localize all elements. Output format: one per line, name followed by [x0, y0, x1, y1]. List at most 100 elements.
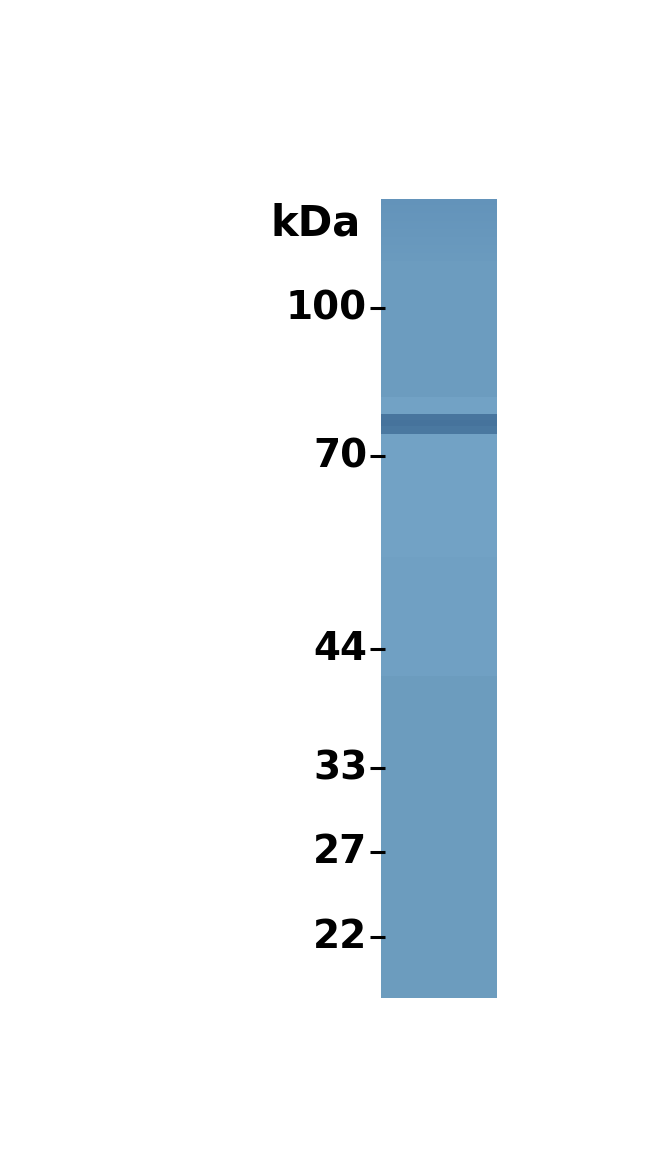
- Bar: [381, 940, 497, 942]
- Bar: [381, 533, 497, 534]
- Bar: [381, 794, 497, 796]
- Bar: [381, 844, 497, 846]
- Bar: [381, 756, 497, 758]
- Bar: [381, 421, 497, 423]
- Bar: [381, 553, 497, 555]
- Bar: [381, 575, 497, 577]
- Bar: [381, 313, 497, 316]
- Bar: [381, 832, 497, 833]
- Bar: [381, 934, 497, 936]
- Bar: [381, 461, 497, 462]
- Bar: [381, 476, 497, 479]
- Bar: [381, 311, 497, 313]
- Bar: [381, 824, 497, 827]
- Bar: [381, 221, 497, 223]
- Bar: [381, 509, 497, 511]
- Bar: [381, 407, 497, 409]
- Bar: [381, 846, 497, 849]
- Bar: [381, 564, 497, 566]
- Bar: [381, 736, 497, 739]
- Bar: [381, 882, 497, 884]
- Bar: [381, 712, 497, 714]
- Bar: [381, 899, 497, 902]
- Bar: [381, 654, 497, 657]
- Bar: [381, 420, 497, 427]
- Bar: [381, 549, 497, 550]
- Bar: [381, 608, 497, 610]
- Bar: [381, 225, 497, 228]
- Bar: [381, 780, 497, 783]
- Bar: [381, 690, 497, 692]
- Bar: [381, 531, 497, 533]
- Bar: [381, 583, 497, 585]
- Bar: [381, 294, 497, 295]
- Bar: [381, 990, 497, 992]
- Bar: [381, 758, 497, 761]
- Bar: [381, 706, 497, 709]
- Bar: [381, 371, 497, 373]
- Bar: [381, 215, 497, 217]
- Bar: [381, 213, 497, 215]
- Bar: [381, 253, 497, 255]
- Bar: [381, 440, 497, 443]
- Bar: [381, 454, 497, 457]
- Bar: [381, 451, 497, 453]
- Text: 22: 22: [313, 918, 367, 956]
- Bar: [381, 668, 497, 670]
- Bar: [381, 577, 497, 578]
- Bar: [381, 391, 497, 393]
- Bar: [381, 242, 497, 243]
- Bar: [381, 247, 497, 250]
- Bar: [381, 910, 497, 912]
- Bar: [381, 445, 497, 446]
- Bar: [381, 525, 497, 527]
- Bar: [381, 245, 497, 247]
- Bar: [381, 257, 497, 259]
- Bar: [381, 331, 497, 333]
- Bar: [381, 958, 497, 959]
- Bar: [381, 591, 497, 593]
- Bar: [381, 866, 497, 868]
- Bar: [381, 593, 497, 594]
- Bar: [381, 547, 497, 549]
- Bar: [381, 387, 497, 388]
- Bar: [381, 924, 497, 926]
- Bar: [381, 325, 497, 327]
- Bar: [381, 283, 497, 286]
- Bar: [381, 505, 497, 506]
- Bar: [381, 542, 497, 544]
- Bar: [381, 492, 497, 495]
- Bar: [381, 798, 497, 800]
- Bar: [381, 207, 497, 209]
- Bar: [381, 239, 497, 242]
- Bar: [381, 446, 497, 449]
- Bar: [381, 484, 497, 487]
- Bar: [381, 586, 497, 588]
- Bar: [381, 373, 497, 375]
- Bar: [381, 728, 497, 731]
- Bar: [381, 926, 497, 928]
- Bar: [381, 321, 497, 323]
- Bar: [381, 885, 497, 888]
- Bar: [381, 830, 497, 832]
- Bar: [381, 938, 497, 940]
- Bar: [381, 965, 497, 968]
- Bar: [381, 319, 497, 321]
- Bar: [381, 696, 497, 698]
- Bar: [381, 818, 497, 820]
- Bar: [381, 355, 497, 357]
- Bar: [381, 228, 497, 229]
- Bar: [381, 303, 497, 305]
- Bar: [381, 572, 497, 575]
- Bar: [381, 739, 497, 740]
- Bar: [381, 876, 497, 877]
- Bar: [381, 812, 497, 814]
- Bar: [381, 341, 497, 343]
- Bar: [381, 868, 497, 870]
- Bar: [381, 986, 497, 987]
- Bar: [381, 479, 497, 481]
- Bar: [381, 808, 497, 810]
- Bar: [381, 468, 497, 470]
- Bar: [381, 277, 497, 279]
- Bar: [381, 890, 497, 892]
